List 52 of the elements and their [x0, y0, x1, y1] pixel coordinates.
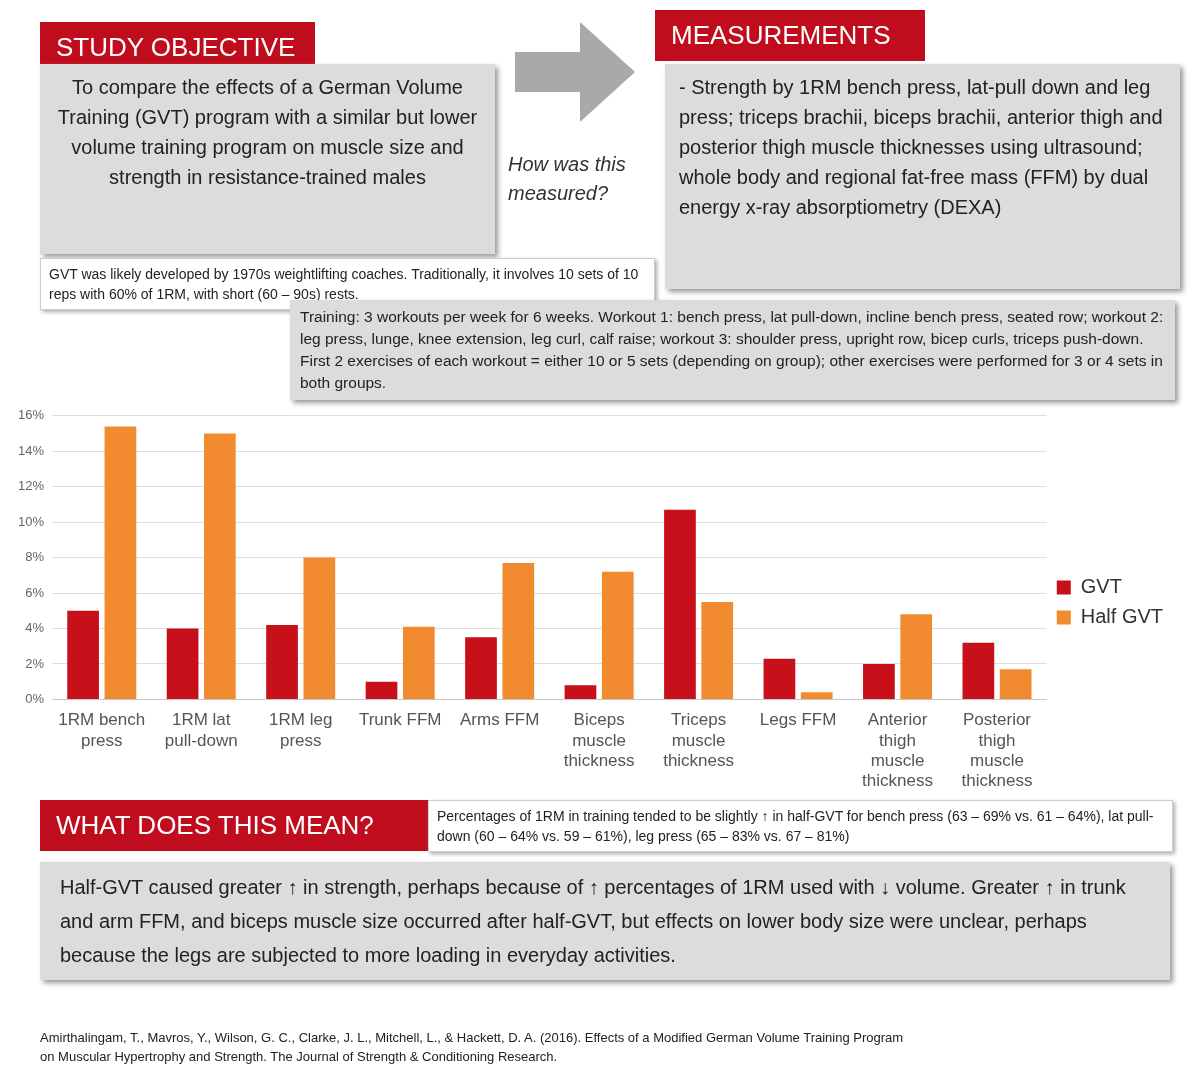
bar	[962, 642, 995, 699]
bar	[266, 624, 298, 699]
bar	[863, 663, 895, 699]
x-tick-label: 1RM lat pull-down	[164, 710, 238, 750]
bar	[104, 426, 137, 699]
y-tick-label: 0%	[25, 690, 45, 706]
bar	[900, 614, 933, 699]
bar	[465, 637, 497, 699]
y-tick-label: 6%	[25, 584, 45, 600]
text: MEASUREMENTS	[655, 10, 925, 61]
text: - Strength by 1RM bench press, lat-pull down and leg press; triceps brachii, biceps brachii, anterior thigh and posterior thigh muscle thicknesses using ultrasound; whole body and regional fat-free mass (FFM) by dual energy x-ray absorptiometry (DEXA)	[665, 64, 1180, 289]
y-tick-label: 12%	[17, 478, 45, 494]
y-tick-label: 14%	[17, 442, 45, 458]
bar	[502, 562, 535, 699]
bar	[800, 692, 833, 699]
x-tick-label: Posterior thigh muscle thickness	[961, 710, 1033, 791]
x-tick-label: Biceps muscle thickness	[563, 710, 635, 771]
text: Amirthalingam, T., Mavros, Y., Wilson, G. C., Clarke, J. L., Mitchell, L., & Hackett, D. A. (2016). Effects of a Modified German Volume Training Program on Muscular Hypertrophy and Strength. The Journal of Strength & Conditioning Research.	[40, 1029, 905, 1066]
bar	[402, 626, 435, 699]
text: How was this measured?	[508, 152, 627, 206]
text: To compare the effects of a German Volume Training (GVT) program with a similar but lower volume training program on muscle size and strength in resistance-trained males	[40, 64, 495, 254]
text: Training: 3 workouts per week for 6 weeks. Workout 1: bench press, lat pull-down, incline bench press, seated row; workout 2: leg press, lunge, knee extension, leg curl, calf raise; workout 3: shoulder press, upright row, bicep curls, triceps push-down. First 2 exercises of each workout = either 10 or 5 sets (depending on group); other exercises were performed for 3 or 4 sets in both groups.	[300, 308, 1164, 391]
y-tick-label: 10%	[17, 513, 45, 529]
legend-label: GVT	[1080, 575, 1122, 598]
x-tick-label: Legs FFM	[759, 710, 837, 730]
text: Percentages of 1RM in training tended to be slightly ↑ in half-GVT for bench press (63 – 69% vs. 61 – 64%), lat pull-down (60 – 64% vs. 59 – 61%), leg press (65 – 83% vs. 67 – 81%)	[428, 800, 1173, 852]
legend-label: Half GVT	[1080, 605, 1164, 628]
text: STUDY OBJECTIVE	[40, 22, 315, 73]
bar	[166, 628, 199, 699]
bar	[564, 685, 597, 699]
bar	[67, 610, 99, 699]
x-tick-label: Trunk FFM	[358, 710, 442, 730]
bar	[204, 433, 236, 699]
y-tick-label: 8%	[25, 549, 45, 565]
text: Half-GVT caused greater ↑ in strength, perhaps because of ↑ percentages of 1RM used with ↓ volume. Greater ↑ in trunk and arm FFM, and biceps muscle size occurred after half-GVT, but effects on lower body size were unclear, perhaps because the legs are subjected to more loading in everyday activities.	[40, 862, 1170, 980]
bar	[701, 601, 734, 699]
text: GVT was likely developed by 1970s weightlifting coaches. Traditionally, it involves 10 sets of 10 reps with 60% of 1RM, with short (60 – 90s) rests.	[49, 266, 639, 302]
bar	[999, 669, 1032, 699]
bar	[601, 571, 634, 699]
x-tick-label: 1RM bench press	[58, 710, 146, 750]
x-tick-label: 1RM leg press	[269, 710, 333, 750]
bar	[763, 658, 796, 699]
text: WHAT DOES THIS MEAN?	[56, 810, 374, 840]
bar	[365, 681, 398, 699]
y-tick-label: 4%	[25, 620, 45, 636]
x-tick-label: Arms FFM	[459, 710, 540, 730]
y-tick-label: 16%	[17, 407, 45, 423]
bar	[664, 509, 696, 699]
y-tick-label: 2%	[25, 655, 45, 671]
bar	[303, 557, 336, 699]
x-tick-label: Triceps muscle thickness	[663, 710, 735, 771]
x-tick-label: Anterior thigh muscle thickness	[862, 710, 933, 791]
